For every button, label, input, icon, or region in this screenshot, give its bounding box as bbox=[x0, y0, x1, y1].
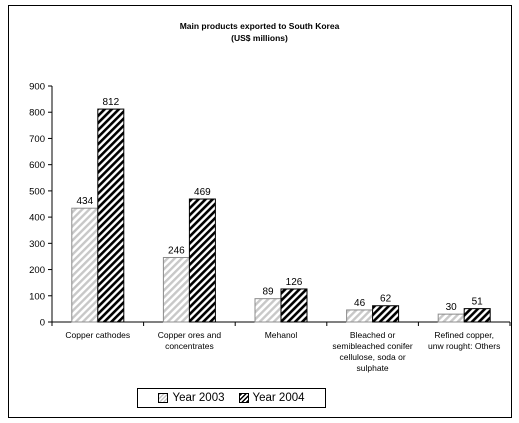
legend-swatch-2003 bbox=[158, 393, 169, 403]
x-category-label: Copper cathodes bbox=[65, 330, 130, 340]
y-tick-label: 700 bbox=[29, 134, 45, 145]
y-tick-label: 800 bbox=[29, 108, 45, 119]
legend-label-2003: Year 2003 bbox=[172, 392, 225, 404]
legend-item-2004: Year 2004 bbox=[238, 392, 305, 404]
x-category-label: semibleached conifer bbox=[332, 341, 412, 351]
bar-2004 bbox=[463, 308, 491, 323]
data-label: 812 bbox=[102, 97, 119, 108]
y-tick-label: 400 bbox=[29, 213, 45, 224]
y-tick-label: 300 bbox=[29, 239, 45, 250]
x-category-label: unw rought: Others bbox=[428, 341, 500, 351]
data-label: 126 bbox=[286, 277, 303, 288]
bar-2003 bbox=[254, 298, 282, 323]
y-tick-label: 500 bbox=[29, 186, 45, 197]
x-category-label: concentrates bbox=[165, 341, 214, 351]
data-label: 246 bbox=[168, 245, 185, 256]
legend-swatch-2004 bbox=[238, 393, 249, 403]
y-tick-label: 200 bbox=[29, 265, 45, 276]
x-category-label: Refined copper, bbox=[434, 330, 494, 340]
bar-2003 bbox=[437, 313, 465, 323]
y-tick-label: 600 bbox=[29, 160, 45, 171]
bar-2003 bbox=[162, 256, 190, 323]
legend-item-2003: Year 2003 bbox=[158, 392, 225, 404]
x-category-label: sulphate bbox=[357, 363, 389, 373]
bar-2003 bbox=[346, 309, 374, 323]
data-label: 46 bbox=[354, 298, 366, 309]
x-category-label: cellulose, soda or bbox=[340, 352, 406, 362]
y-tick-label: 0 bbox=[40, 318, 45, 329]
y-tick-label: 100 bbox=[29, 291, 45, 302]
legend: Year 2003 Year 2004 bbox=[137, 388, 326, 408]
legend-label-2004: Year 2004 bbox=[252, 392, 305, 404]
chart-title: Main products exported to South Korea bbox=[179, 21, 340, 31]
chart-subtitle: (US$ millions) bbox=[231, 33, 288, 43]
data-label: 89 bbox=[262, 287, 274, 298]
bar-2004 bbox=[372, 305, 400, 323]
bar-2003 bbox=[71, 207, 99, 323]
x-category-label: Mehanol bbox=[265, 330, 298, 340]
data-label: 434 bbox=[76, 196, 93, 207]
x-category-label: Bleached or bbox=[350, 330, 396, 340]
data-label: 469 bbox=[194, 187, 211, 198]
bar-2004 bbox=[97, 108, 125, 323]
data-label: 30 bbox=[446, 302, 458, 313]
x-category-label: Copper ores and bbox=[158, 330, 222, 340]
bar-2004 bbox=[188, 198, 216, 323]
data-label: 51 bbox=[472, 297, 484, 308]
data-label: 62 bbox=[380, 294, 392, 305]
bar-2004 bbox=[280, 288, 308, 323]
y-tick-label: 900 bbox=[29, 82, 45, 93]
